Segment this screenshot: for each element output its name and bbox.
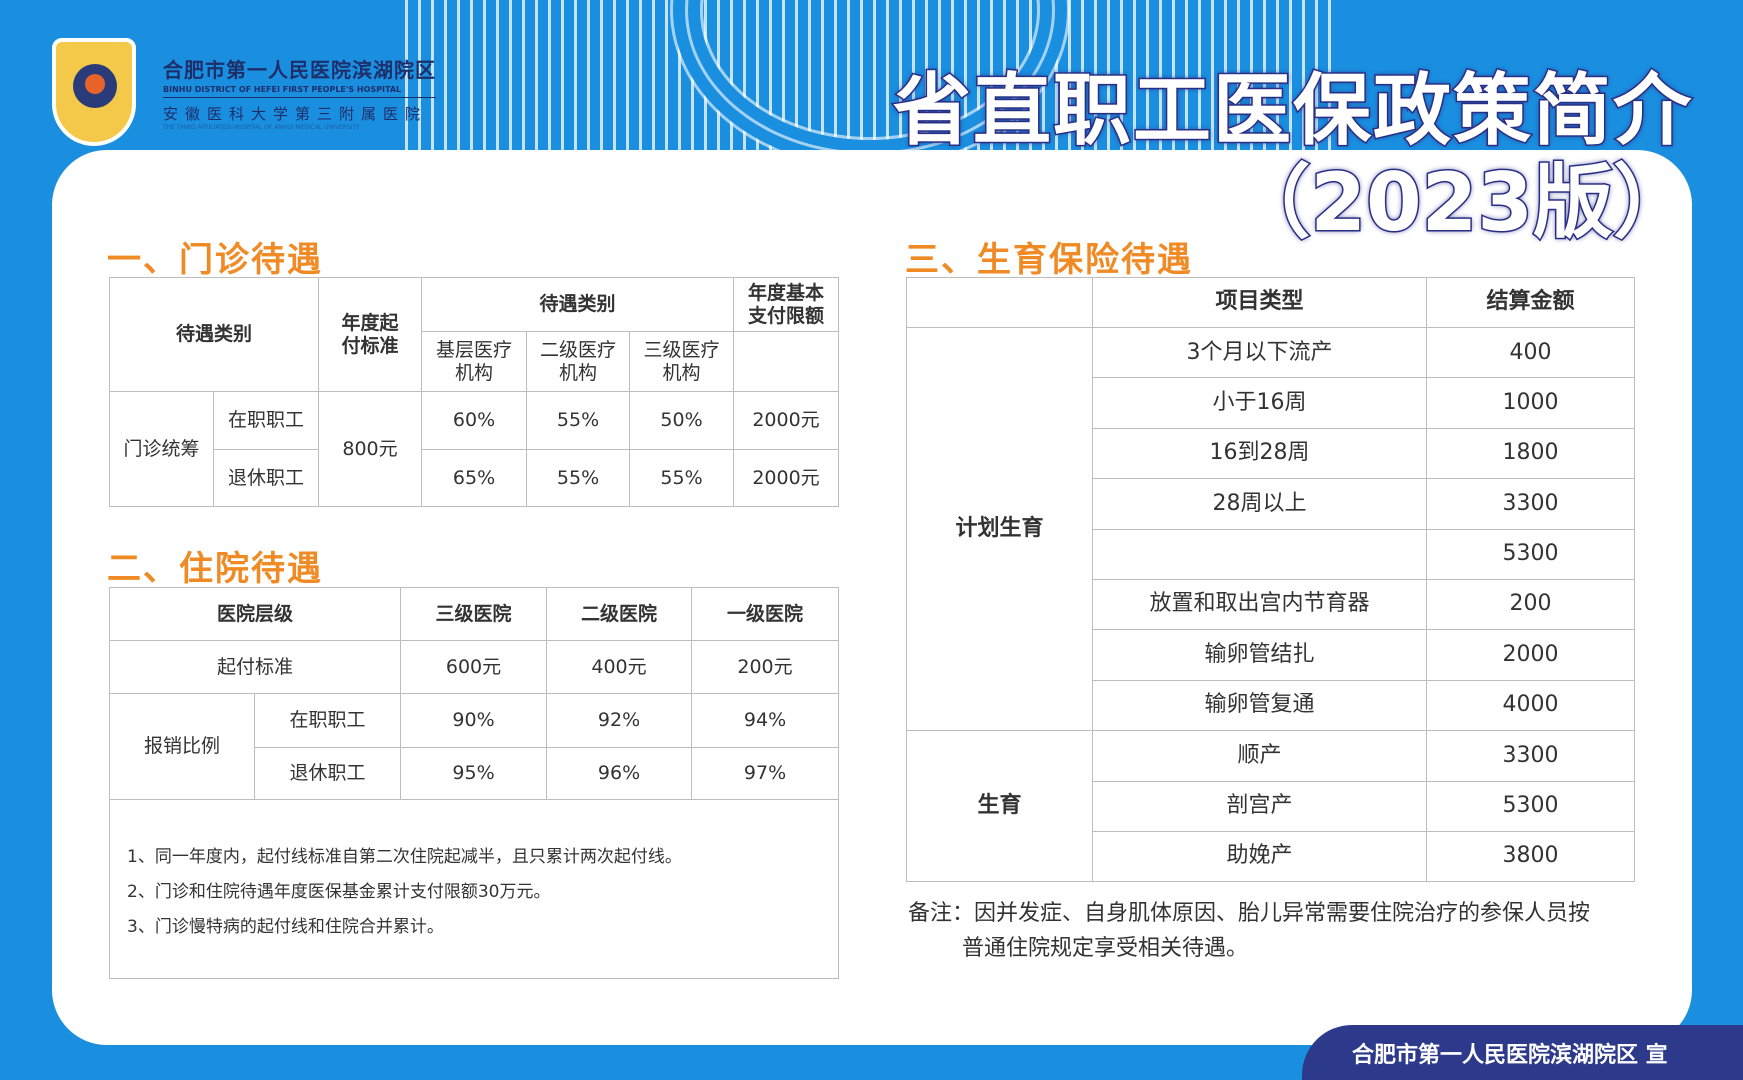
- section-heading-maternity: 三、生育保险待遇: [905, 240, 1193, 280]
- ratio-label: 报销比例: [109, 693, 255, 800]
- table-row: 5300: [907, 528, 1635, 580]
- who-cell: 退休职工: [212, 449, 320, 507]
- item-cell: 剖宫产: [1092, 780, 1427, 832]
- table-row: 生育 顺产 3300: [906, 730, 1635, 883]
- table-row: 门诊统筹 在职职工 800元 60% 55% 50% 2000元: [109, 391, 840, 507]
- amount-cell: 5300: [1426, 528, 1635, 580]
- group-cell: 计划生育: [906, 326, 1093, 732]
- value-cell: 55%: [526, 449, 631, 507]
- item-cell: 28周以上: [1092, 478, 1427, 530]
- table-row: 助娩产 3800: [907, 830, 1635, 883]
- item-cell: 小于16周: [1092, 377, 1427, 429]
- note-item: 2、门诊和住院待遇年度医保基金累计支付限额30万元。: [127, 882, 551, 902]
- header-group: 待遇类别: [421, 277, 735, 332]
- affiliate-name: 安徽医科大学第三附属医院: [163, 105, 428, 123]
- inpatient-notes: 1、同一年度内，起付线标准自第二次住院起减半，且只累计两次起付线。 2、门诊和住…: [127, 840, 682, 945]
- item-cell: 顺产: [1092, 730, 1427, 782]
- section-heading-inpatient: 二、住院待遇: [107, 549, 323, 589]
- value-cell: 96%: [546, 747, 693, 800]
- item-cell: 输卵管结扎: [1092, 629, 1427, 681]
- outpatient-table: 待遇类别 年度起付标准 待遇类别 年度基本支付限额 基层医疗机构 二级医疗机构 …: [108, 277, 840, 507]
- value-cell: 55%: [526, 391, 631, 450]
- amount-cell: 3800: [1426, 830, 1635, 883]
- threshold-label: 起付标准: [108, 640, 402, 694]
- inpatient-table: 医院层级 三级医院 二级医院 一级医院 起付标准 600元 400元 200元 …: [108, 587, 840, 979]
- table-row: 放置和取出宫内节育器 200: [907, 578, 1635, 631]
- who-cell: 在职职工: [212, 391, 320, 450]
- table-row: 退休职工 65% 55% 55% 2000元: [110, 449, 840, 507]
- item-cell: 3个月以下流产: [1092, 326, 1427, 379]
- value-cell: 60%: [421, 391, 528, 450]
- table-row: 计划生育 3个月以下流产 400: [906, 326, 1635, 732]
- section-heading-outpatient: 一、门诊待遇: [107, 240, 323, 280]
- header-item: 项目类型: [1092, 277, 1427, 328]
- amount-cell: 4000: [1426, 679, 1635, 732]
- table-row: 28周以上 3300: [907, 478, 1635, 530]
- table-row: 报销比例 在职职工 90% 92% 94%: [109, 693, 840, 800]
- amount-cell: 400: [1426, 326, 1635, 379]
- header-amount: 结算金额: [1426, 277, 1635, 328]
- amount-cell: 1800: [1426, 427, 1635, 480]
- who-cell: 退休职工: [253, 747, 402, 800]
- item-cell: 放置和取出宫内节育器: [1092, 578, 1427, 631]
- item-cell: 助娩产: [1092, 830, 1427, 883]
- header-level: 医院层级: [108, 587, 402, 641]
- value-cell: 97%: [691, 747, 840, 800]
- hospital-name: 合肥市第一人民医院滨湖院区: [163, 58, 436, 82]
- value-cell: 92%: [546, 693, 693, 748]
- remark-line: 普通住院规定享受相关待遇。: [962, 936, 1249, 961]
- value-cell: 2000元: [733, 449, 840, 507]
- table-row: 小于16周 1000: [907, 377, 1635, 429]
- group-cell: 生育: [906, 730, 1093, 883]
- header-type: 待遇类别: [108, 277, 320, 392]
- affiliate-name-en: THE THIRD AFFILIATED HOSPITAL OF ANHUI M…: [163, 124, 360, 131]
- amount-cell: 200: [1426, 578, 1635, 631]
- header-limit: 年度基本支付限额: [733, 277, 840, 332]
- table-row: 输卵管复通 4000: [907, 679, 1635, 732]
- table-row: 起付标准 600元 400元 200元: [108, 640, 840, 694]
- header-basic: 基层医疗机构: [421, 331, 528, 392]
- value-cell: 50%: [629, 391, 735, 450]
- value-cell: 2000元: [733, 391, 840, 450]
- value-cell: 55%: [629, 449, 735, 507]
- maternity-remark: 备注：因并发症、自身肌体原因、胎儿异常需要住院治疗的参保人员按 普通住院规定享受…: [908, 896, 1590, 966]
- table-row: 16到28周 1800: [907, 427, 1635, 480]
- value-cell: 94%: [691, 693, 840, 748]
- value-cell: 95%: [400, 747, 548, 800]
- item-cell: 输卵管复通: [1092, 679, 1427, 732]
- value-cell: 600元: [400, 640, 548, 694]
- page-title: 省直职工医保政策简介: [891, 65, 1693, 158]
- amount-cell: 1000: [1426, 377, 1635, 429]
- footer-banner: 合肥市第一人民医院滨湖院区 宣: [1302, 1025, 1743, 1080]
- note-item: 1、同一年度内，起付线标准自第二次住院起减半，且只累计两次起付线。: [127, 847, 682, 867]
- remark-line: 备注：因并发症、自身肌体原因、胎儿异常需要住院治疗的参保人员按: [908, 901, 1591, 926]
- amount-cell: 5300: [1426, 780, 1635, 832]
- amount-cell: 3300: [1426, 730, 1635, 782]
- hospital-logo: [52, 38, 136, 146]
- threshold-cell: 800元: [318, 391, 423, 507]
- who-cell: 在职职工: [253, 693, 402, 748]
- value-cell: 400元: [546, 640, 693, 694]
- category-cell: 门诊统筹: [109, 391, 214, 507]
- maternity-table: 项目类型 结算金额 计划生育 3个月以下流产 400 小于16周 1000 16到28周 1…: [906, 277, 1635, 883]
- header-level3: 三级医疗机构: [629, 331, 735, 392]
- notes-cell: [108, 799, 840, 979]
- header-l3: 三级医院: [400, 587, 548, 641]
- header-threshold: 年度起付标准: [318, 277, 423, 392]
- item-cell: 16到28周: [1092, 427, 1427, 480]
- value-cell: 200元: [691, 640, 840, 694]
- amount-cell: 3300: [1426, 478, 1635, 530]
- value-cell: 65%: [421, 449, 528, 507]
- amount-cell: 2000: [1426, 629, 1635, 681]
- hospital-name-block: 合肥市第一人民医院滨湖院区 BINHU DISTRICT OF HEFEI FI…: [163, 54, 436, 131]
- header-level2: 二级医疗机构: [526, 331, 631, 392]
- item-cell: [1092, 528, 1427, 580]
- value-cell: 90%: [400, 693, 548, 748]
- page-subtitle: （2023版）: [1229, 155, 1695, 251]
- note-item: 3、门诊慢特病的起付线和住院合并累计。: [127, 917, 444, 937]
- header-l1: 一级医院: [691, 587, 840, 641]
- header-l2: 二级医院: [546, 587, 693, 641]
- hospital-name-en: BINHU DISTRICT OF HEFEI FIRST PEOPLE'S H…: [163, 85, 436, 98]
